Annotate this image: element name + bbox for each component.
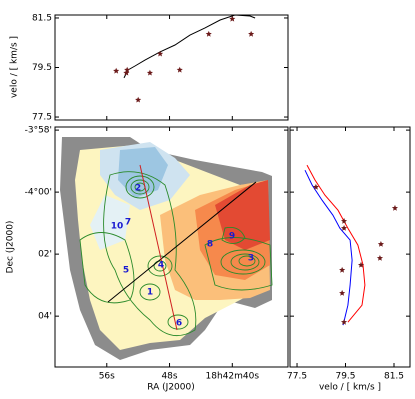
y-label: velo / [ km/s ] bbox=[10, 36, 20, 98]
marker bbox=[376, 255, 383, 261]
y-tick-label: -3°58' bbox=[25, 126, 52, 136]
marker bbox=[248, 30, 255, 37]
source-label: 9 bbox=[229, 232, 235, 242]
marker bbox=[391, 204, 398, 211]
x-label: RA (J2000) bbox=[147, 383, 195, 393]
source-label: 2 bbox=[135, 184, 141, 194]
marker bbox=[157, 50, 164, 57]
marker bbox=[205, 30, 212, 37]
marker bbox=[176, 66, 183, 73]
x-tick-label: 79.5 bbox=[335, 372, 355, 382]
y-tick-label: -4°00' bbox=[25, 188, 52, 198]
x-label: velo / [ km/s ] bbox=[319, 383, 381, 393]
marker bbox=[123, 69, 130, 76]
map-frame bbox=[54, 126, 289, 368]
y-tick-label: 04' bbox=[38, 312, 52, 322]
x-tick-label: 48s bbox=[161, 372, 177, 382]
marker bbox=[358, 261, 365, 268]
marker bbox=[124, 66, 131, 73]
y-tick-label: 02' bbox=[38, 250, 52, 260]
marker bbox=[229, 15, 236, 22]
source-label: 8 bbox=[207, 240, 213, 250]
right-frame bbox=[289, 126, 411, 368]
source-label: 6 bbox=[176, 319, 182, 329]
source-label: 10 bbox=[111, 222, 124, 232]
contours bbox=[79, 171, 273, 337]
marker bbox=[146, 69, 153, 76]
source-label: 5 bbox=[123, 266, 129, 276]
y-tick-label: 81.5 bbox=[32, 13, 52, 23]
map-image bbox=[60, 137, 272, 360]
marker bbox=[312, 183, 319, 190]
line bbox=[306, 164, 366, 323]
marker bbox=[113, 67, 120, 74]
line bbox=[304, 169, 353, 326]
x-tick-label: 77.5 bbox=[287, 372, 307, 382]
marker bbox=[341, 319, 348, 325]
marker bbox=[339, 266, 346, 273]
source-label: 3 bbox=[248, 254, 254, 264]
source-label: 1 bbox=[147, 288, 153, 298]
x-tick-label: 81.5 bbox=[384, 372, 404, 382]
top-frame bbox=[54, 14, 289, 121]
y-tick-label: 77.5 bbox=[32, 113, 52, 123]
marker bbox=[339, 289, 346, 296]
marker bbox=[341, 225, 348, 231]
x-tick-label: 56s bbox=[99, 372, 115, 382]
marker bbox=[341, 217, 348, 224]
source-label: 7 bbox=[125, 218, 131, 228]
line bbox=[123, 14, 256, 79]
x-tick-label: 18h42m40s bbox=[206, 372, 260, 382]
source-label: 4 bbox=[158, 261, 164, 271]
cuts bbox=[107, 164, 257, 331]
marker bbox=[377, 241, 384, 247]
y-tick-label: 79.5 bbox=[32, 63, 52, 73]
y-label: Dec (J2000) bbox=[6, 221, 16, 274]
marker bbox=[135, 96, 142, 103]
